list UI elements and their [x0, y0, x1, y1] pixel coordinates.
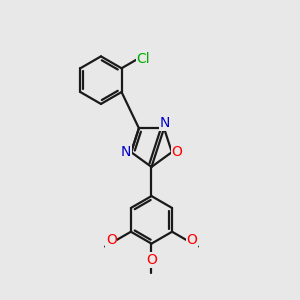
Text: Cl: Cl: [137, 52, 150, 66]
Text: O: O: [172, 145, 182, 159]
Text: O: O: [106, 233, 117, 247]
Text: N: N: [121, 145, 131, 159]
Text: O: O: [186, 233, 197, 247]
Text: N: N: [160, 116, 170, 130]
Text: O: O: [146, 253, 157, 267]
